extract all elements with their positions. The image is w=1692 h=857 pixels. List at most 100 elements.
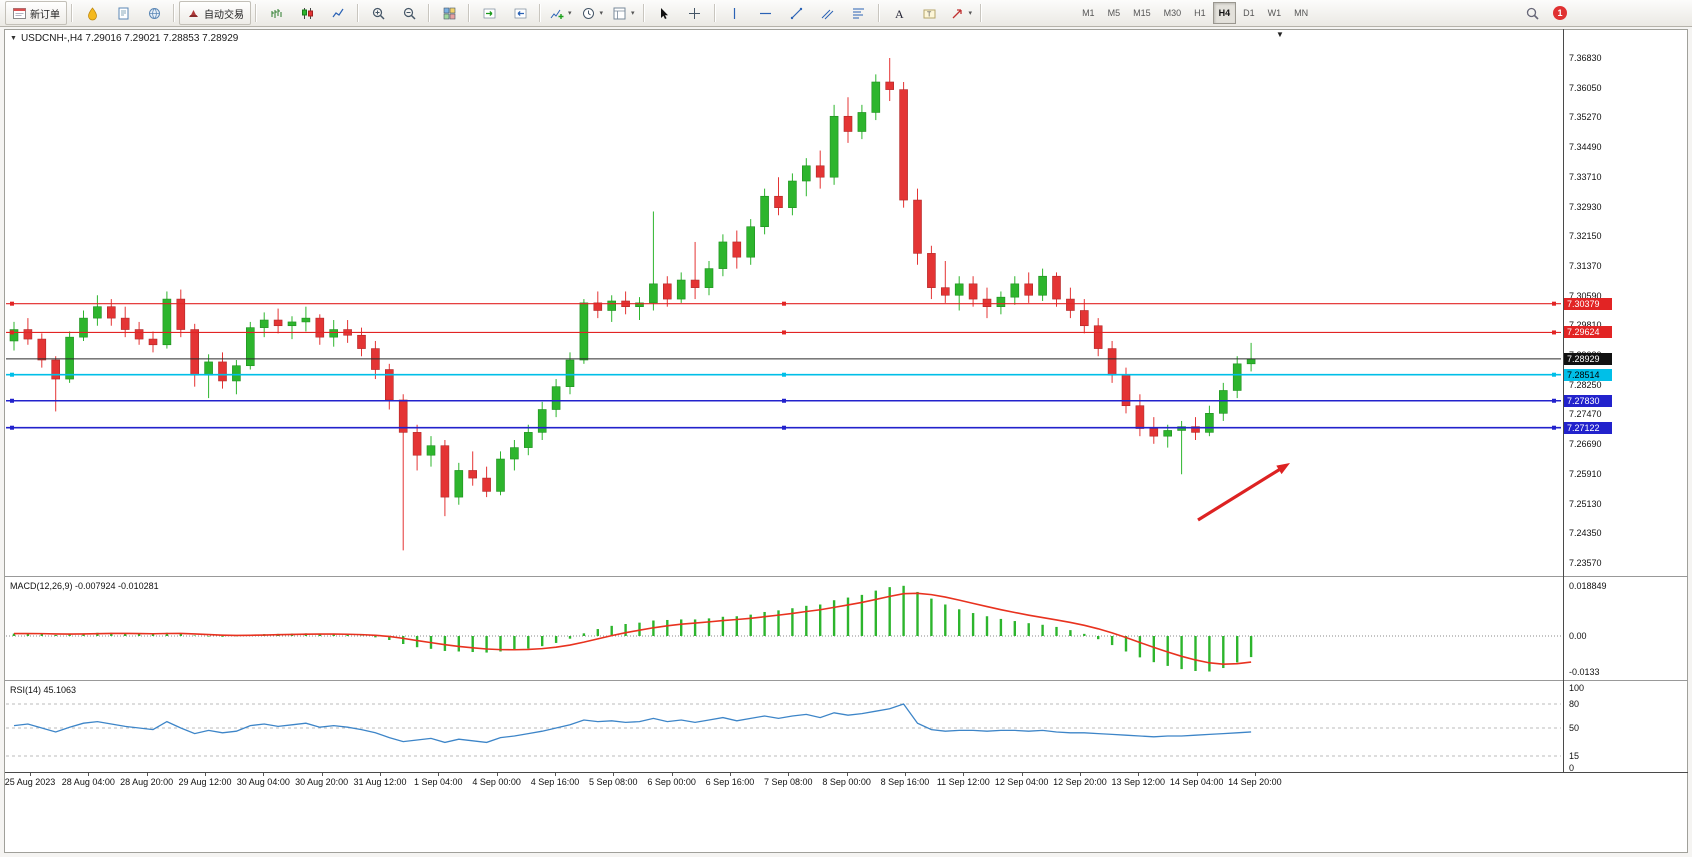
arrow-objects-button[interactable]: ▾ — [946, 1, 977, 25]
time-axis-tick — [729, 773, 731, 776]
svg-text:T: T — [927, 11, 932, 18]
vertical-line-icon — [727, 6, 742, 21]
timeframe-m30-button[interactable]: M30 — [1163, 8, 1182, 18]
line-handle[interactable] — [10, 301, 14, 306]
chart-header: ▼ USDCNH-,H4 7.29016 7.29021 7.28853 7.2… — [10, 33, 238, 44]
line-chart-button[interactable] — [323, 1, 353, 25]
candle-body — [676, 279, 686, 300]
time-axis-label: 30 Aug 20:00 — [295, 777, 349, 787]
zoom-out-button[interactable] — [394, 1, 424, 25]
crosshair-icon — [687, 6, 702, 21]
arrow-annotation-head[interactable] — [1276, 463, 1290, 475]
time-axis-label: 7 Sep 08:00 — [764, 777, 813, 787]
dropdown-caret-icon[interactable]: ▾ — [568, 9, 572, 17]
time-axis-tick — [1021, 773, 1023, 776]
time-axis-tick — [30, 773, 31, 776]
dropdown-caret-icon[interactable]: ▾ — [631, 9, 635, 17]
rsi-panel-canvas[interactable] — [5, 681, 1562, 771]
time-axis[interactable]: 25 Aug 2023 28 Aug 04:00 28 Aug 20:00 29 Au… — [5, 773, 1605, 791]
dropdown-caret-icon[interactable]: ▾ — [968, 9, 973, 17]
price-scale-label: 7.36830 — [1569, 53, 1602, 63]
templates-button[interactable]: ▾ — [608, 1, 639, 25]
timeframe-m15-button[interactable]: M15 — [1133, 8, 1151, 18]
document-button[interactable] — [108, 1, 138, 25]
line-handle[interactable] — [10, 425, 14, 430]
time-axis-tick — [438, 773, 440, 776]
line-handle[interactable] — [782, 301, 786, 306]
time-axis-tick — [1196, 773, 1198, 776]
svg-text:A: A — [895, 7, 904, 21]
price-axis[interactable]: 7.36830 7.36050 7.35270 7.34490 7.33710 7.329… — [1564, 29, 1690, 773]
price-scale-label: 7.27470 — [1569, 409, 1602, 420]
crosshair-button[interactable] — [680, 1, 710, 25]
fibonacci-button[interactable] — [844, 1, 874, 25]
time-axis-tick — [788, 773, 790, 776]
chart-shift-button[interactable] — [505, 1, 535, 25]
cursor-button[interactable] — [649, 1, 679, 25]
candle-body — [287, 321, 297, 327]
dropdown-caret-icon[interactable]: ▾ — [599, 9, 604, 17]
new-order-button[interactable]: 新订单 — [5, 1, 67, 25]
candle-body — [718, 241, 728, 269]
autotrading-button[interactable]: 自动交易 — [179, 1, 251, 25]
line-handle[interactable] — [1552, 301, 1556, 306]
line-handle[interactable] — [782, 372, 786, 377]
timeframe-h4-button[interactable]: H4 — [1212, 2, 1237, 24]
macd-panel-canvas[interactable] — [5, 577, 1562, 679]
search-button[interactable] — [1517, 1, 1547, 25]
candle-body — [801, 165, 811, 182]
timeframe-m1-button[interactable]: M1 — [1082, 8, 1095, 18]
periods-button[interactable]: ▾ — [577, 1, 608, 25]
auto-scroll-button[interactable] — [474, 1, 504, 25]
rsi-scale-label: 80 — [1569, 699, 1580, 709]
line-handle[interactable] — [782, 425, 786, 430]
timeframe-h1-button[interactable]: H1 — [1194, 8, 1206, 18]
vertical-line-button[interactable] — [720, 1, 750, 25]
indicators-button[interactable]: ▾ — [545, 1, 576, 25]
rsi-panel-splitter[interactable] — [5, 680, 1688, 681]
line-handle[interactable] — [1552, 372, 1556, 377]
globe-button[interactable] — [139, 1, 169, 25]
time-axis-label: 31 Aug 12:00 — [353, 777, 407, 787]
line-handle[interactable] — [10, 372, 14, 377]
bar-chart-button[interactable] — [261, 1, 291, 25]
timeframe-m5-button[interactable]: M5 — [1107, 8, 1121, 18]
candle-body — [954, 283, 964, 296]
candle-body — [37, 338, 47, 361]
horizontal-line-button[interactable] — [751, 1, 781, 25]
candle-body — [9, 329, 19, 342]
zoom-in-button[interactable] — [363, 1, 393, 25]
line-handle[interactable] — [10, 330, 14, 335]
text-icon: A — [891, 6, 906, 21]
line-handle[interactable] — [1552, 398, 1556, 403]
timeframe-mn-button[interactable]: MN — [1294, 8, 1309, 18]
chart-shift-marker-icon[interactable]: ▼ — [1276, 30, 1284, 39]
candle-body — [1024, 283, 1033, 296]
timeframe-d1-button[interactable]: D1 — [1243, 8, 1255, 18]
templates-icon — [612, 6, 627, 21]
line-handle[interactable] — [782, 398, 786, 403]
line-handle[interactable] — [1552, 425, 1556, 430]
macd-panel-splitter[interactable] — [5, 576, 1688, 577]
equidistant-channel-icon — [820, 6, 835, 21]
equidistant-channel-button[interactable] — [813, 1, 843, 25]
chart-menu-icon[interactable]: ▼ — [10, 35, 17, 42]
price-chart-canvas[interactable] — [5, 29, 1562, 576]
toolbar-separator — [173, 4, 175, 22]
line-handle[interactable] — [782, 330, 786, 335]
time-axis-label: 25 Aug 2023 — [4, 777, 56, 787]
candlestick-button[interactable] — [292, 1, 322, 25]
line-handle[interactable] — [1552, 330, 1556, 335]
droplet-icon — [85, 6, 100, 21]
trendline-button[interactable] — [782, 1, 812, 25]
text-label-button[interactable]: T — [915, 1, 945, 25]
tile-windows-button[interactable] — [434, 1, 464, 25]
price-scale-label: 7.35270 — [1569, 112, 1602, 123]
arrow-annotation[interactable] — [1197, 465, 1285, 522]
droplet-button[interactable] — [77, 1, 107, 25]
timeframe-w1-button[interactable]: W1 — [1267, 8, 1282, 18]
line-handle[interactable] — [10, 398, 14, 403]
text-button[interactable]: A — [884, 1, 914, 25]
candle-body — [1010, 283, 1020, 298]
notification-badge[interactable]: 1 — [1553, 6, 1567, 20]
